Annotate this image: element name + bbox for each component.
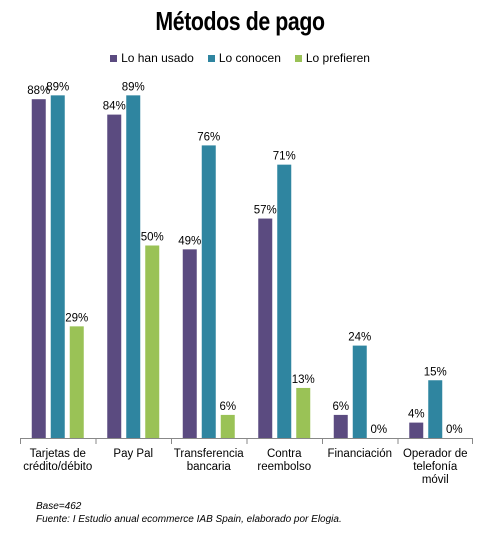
data-label: 50% bbox=[141, 232, 164, 244]
category-label: Transferencia bbox=[174, 448, 244, 460]
category-label: reembolso bbox=[257, 461, 311, 473]
category-label: móvil bbox=[422, 474, 449, 486]
footnote: Base=462 Fuente: I Estudio anual ecommer… bbox=[36, 500, 342, 526]
data-label: 15% bbox=[424, 366, 447, 378]
footnote-source: Fuente: I Estudio anual ecommerce IAB Sp… bbox=[36, 514, 342, 525]
bar bbox=[333, 414, 348, 438]
legend-item: Lo conocen bbox=[207, 51, 281, 65]
bar bbox=[107, 114, 122, 438]
legend-swatch bbox=[110, 54, 118, 62]
data-label: 57% bbox=[254, 205, 277, 217]
legend-label: Lo prefieren bbox=[305, 51, 370, 65]
data-label: 4% bbox=[408, 409, 425, 421]
legend-label: Lo conocen bbox=[218, 51, 281, 65]
legend-swatch bbox=[294, 54, 302, 62]
category-label: bancaria bbox=[187, 461, 232, 473]
legend-label: Lo han usado bbox=[121, 51, 194, 65]
data-label: 89% bbox=[46, 81, 69, 93]
category-label: Operador de bbox=[403, 448, 468, 460]
bar bbox=[428, 380, 443, 438]
bar bbox=[182, 249, 197, 438]
data-label: 89% bbox=[122, 81, 145, 93]
data-label: 0% bbox=[370, 424, 387, 436]
bar bbox=[50, 95, 65, 438]
data-label: 84% bbox=[103, 101, 126, 113]
legend-item: Lo han usado bbox=[110, 51, 194, 65]
bar bbox=[69, 326, 84, 438]
data-label: 29% bbox=[65, 312, 88, 324]
bar bbox=[258, 218, 273, 438]
data-label: 71% bbox=[273, 151, 296, 163]
category-label: crédito/débito bbox=[23, 461, 92, 473]
category-label: Pay Pal bbox=[113, 448, 153, 460]
category-label: telefonía bbox=[413, 461, 458, 473]
legend-swatch bbox=[207, 54, 215, 62]
bar bbox=[277, 164, 292, 438]
bar bbox=[296, 387, 311, 438]
footnote-base: Base=462 bbox=[36, 501, 82, 512]
data-label: 24% bbox=[348, 332, 371, 344]
chart-title: Métodos de pago bbox=[155, 6, 325, 36]
bar bbox=[201, 145, 216, 438]
bar bbox=[31, 99, 46, 438]
data-label: 76% bbox=[197, 131, 220, 143]
bar bbox=[126, 95, 141, 438]
legend-item: Lo prefieren bbox=[294, 51, 370, 65]
data-label: 88% bbox=[27, 85, 50, 97]
bar bbox=[145, 245, 160, 438]
data-label: 0% bbox=[446, 424, 463, 436]
legend: Lo han usado Lo conocen Lo prefieren bbox=[0, 51, 480, 65]
data-label: 6% bbox=[219, 401, 236, 413]
category-label: Contra bbox=[267, 448, 302, 460]
bar bbox=[220, 414, 235, 438]
category-label: Tarjetas de bbox=[30, 448, 86, 460]
data-label: 13% bbox=[292, 374, 315, 386]
bar bbox=[409, 422, 424, 438]
data-label: 49% bbox=[178, 235, 201, 247]
category-label: Financiación bbox=[327, 448, 392, 460]
data-label: 6% bbox=[332, 401, 349, 413]
bar bbox=[352, 345, 367, 438]
